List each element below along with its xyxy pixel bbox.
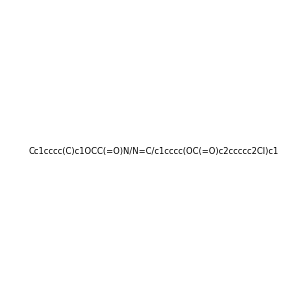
Text: Cc1cccc(C)c1OCC(=O)N/N=C/c1cccc(OC(=O)c2ccccc2Cl)c1: Cc1cccc(C)c1OCC(=O)N/N=C/c1cccc(OC(=O)c2… xyxy=(28,147,279,156)
